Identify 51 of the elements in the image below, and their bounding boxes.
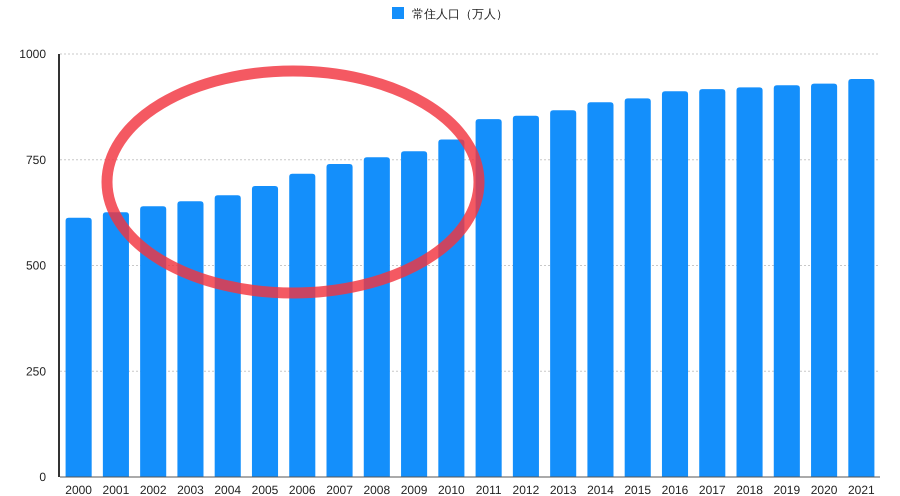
x-tick-label: 2000 — [65, 483, 92, 496]
legend-label: 常住人口（万人） — [412, 7, 508, 21]
x-tick-label: 2005 — [252, 483, 279, 496]
x-tick-label: 2010 — [438, 483, 466, 496]
bar — [662, 91, 688, 477]
bar — [177, 201, 204, 477]
bar — [252, 186, 278, 477]
x-tick-label: 2021 — [848, 483, 876, 496]
bar — [102, 212, 129, 477]
legend: 常住人口（万人） — [392, 7, 508, 21]
x-tick-label: 2017 — [698, 483, 726, 496]
bar — [66, 218, 92, 477]
x-tick-label: 2015 — [624, 483, 652, 496]
x-tick-label: 2014 — [587, 483, 614, 496]
x-tick-label: 2019 — [773, 483, 800, 496]
x-tick-label: 2004 — [214, 483, 242, 496]
bar — [699, 89, 726, 477]
x-tick-label: 2012 — [512, 483, 540, 496]
bar — [401, 151, 428, 477]
x-tick-label: 2016 — [662, 483, 689, 496]
y-tick-label: 750 — [26, 152, 46, 167]
x-tick-label: 2009 — [400, 483, 428, 496]
x-tick-label: 2003 — [177, 483, 204, 496]
bar — [587, 102, 614, 477]
bar — [624, 98, 651, 477]
x-tick-label: 2002 — [140, 483, 167, 496]
bar — [736, 87, 763, 477]
x-tick-label: 2008 — [363, 483, 390, 496]
bar — [140, 206, 166, 477]
x-tick-label: 2013 — [550, 483, 577, 496]
bar — [550, 110, 576, 477]
x-tick-label: 2020 — [810, 483, 838, 496]
y-tick-label: 0 — [39, 470, 46, 484]
bar — [512, 116, 539, 477]
y-tick-label: 500 — [26, 258, 46, 272]
bar — [326, 164, 353, 477]
bar — [811, 84, 838, 477]
x-tick-label: 2007 — [326, 483, 354, 496]
x-tick-label: 2001 — [102, 483, 130, 496]
y-tick-label: 1000 — [19, 47, 46, 61]
bar — [364, 157, 390, 477]
bar — [289, 174, 316, 477]
bar — [848, 78, 874, 477]
bar — [774, 85, 800, 477]
bar — [476, 119, 502, 477]
bar — [214, 195, 241, 477]
y-tick-label: 250 — [26, 364, 46, 378]
bar — [438, 139, 464, 477]
x-tick-label: 2018 — [736, 483, 764, 496]
x-tick-label: 2011 — [476, 483, 502, 496]
x-tick-label: 2006 — [288, 483, 316, 496]
